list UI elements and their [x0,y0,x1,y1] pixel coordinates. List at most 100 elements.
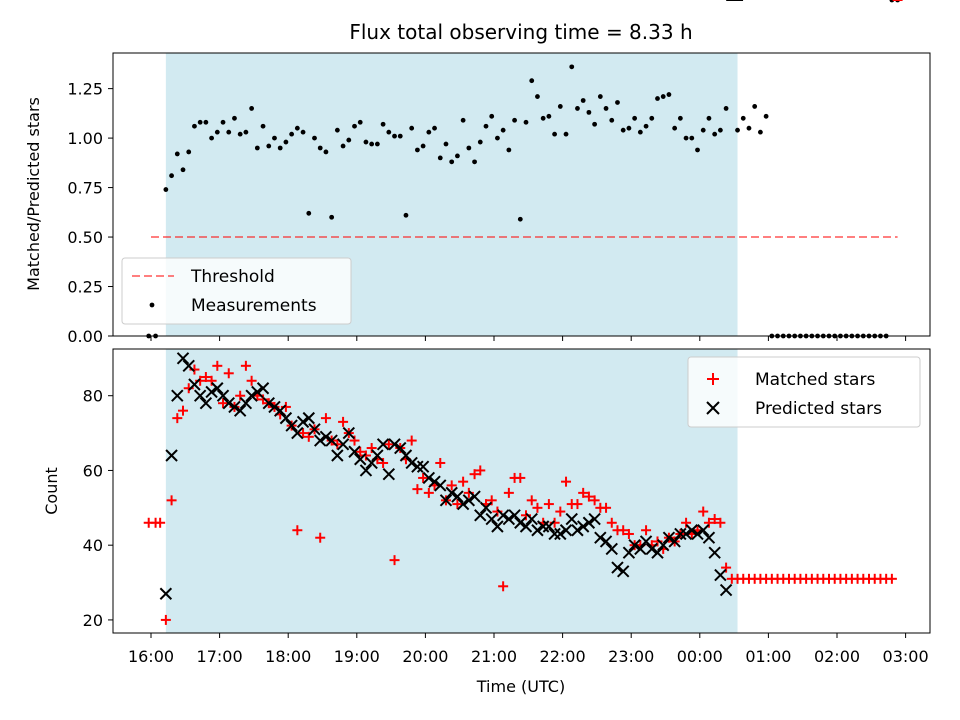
matched-stars-point [303,431,314,442]
measurements-point [312,135,317,141]
cross-stroke-b [193,389,207,402]
measurements-point [632,115,638,121]
measurements-point [597,94,603,99]
predicted-stars-point [531,524,544,537]
predicted-stars-point [296,415,310,429]
y-tick-label: 1.00 [67,129,103,148]
matched-stars-point [223,368,234,379]
predicted-stars-point [251,385,264,399]
matched-stars-point [589,495,600,506]
measurements-point [512,117,517,123]
x-tick-label: 03:00 [883,647,929,666]
cross-stroke-b [336,438,350,451]
measurements-point [460,117,466,123]
cross-stroke-b [554,527,567,541]
measurements-point [306,210,312,216]
cross-stroke-b [542,520,556,533]
measurements-point [317,145,323,151]
predicted-stars-point [422,471,436,485]
predicted-stars-point [702,531,716,544]
measurements-point [272,135,277,141]
measurements-point [717,127,723,133]
x-tick-label: 16:00 [128,647,174,666]
measurements-point [403,212,409,218]
predicted-stars-point [691,527,704,541]
predicted-stars-point [496,509,510,522]
predicted-stars-point [474,509,487,522]
predicted-stars-point [605,542,618,556]
matched-stars-point [572,499,583,510]
predicted-stars-point [548,527,561,541]
x-tick-label: 18:00 [265,647,311,666]
predicted-stars-point [651,546,664,559]
predicted-stars-point [697,524,710,537]
predicted-stars-point [571,524,584,537]
predicted-stars-point [285,419,298,432]
cross-stroke-b [376,438,390,451]
predicted-stars-point [233,404,247,417]
predicted-stars-point [657,538,670,552]
cross-stroke-b [188,378,201,391]
predicted-legend-label: Predicted stars [755,399,882,419]
matched-stars-point [703,517,714,528]
cross-stroke-b [422,471,436,485]
measurements-point [455,153,460,159]
measurements-point [495,135,500,141]
x-tick-label: 20:00 [402,647,448,666]
cross-stroke-b [325,434,338,447]
predicted-stars-point [182,359,195,373]
measurements-point [677,115,683,121]
bottom-legend: Matched stars Predicted stars [687,356,921,428]
cross-stroke-b [451,490,464,503]
measurements-point [237,131,243,137]
matched-stars-point [543,499,554,510]
predicted-stars-point [199,396,213,410]
predicted-stars-point [165,449,178,462]
y-tick-label: 80 [83,387,103,406]
cross-stroke-b [314,434,327,447]
predicted-legend-swatch [706,401,720,415]
measurements-point [277,145,283,151]
predicted-stars-point [291,426,304,440]
cross-stroke-b [594,531,607,544]
measurements-point [757,129,763,135]
predicted-stars-point [348,445,361,458]
predicted-stars-point [514,516,527,529]
predicted-stars-point [519,520,533,533]
predicted-stars-point [599,535,613,548]
cross-stroke-b [611,561,624,574]
matched-stars-point [601,502,612,513]
matched-stars-point [235,390,246,401]
matched-stars-point [292,525,303,536]
cross-stroke-b [565,512,578,526]
cross-stroke-b [359,464,373,477]
predicted-stars-point [428,475,441,488]
bottom-plot-area [143,0,903,625]
cross-stroke-b [291,426,304,440]
measurements-point [523,119,529,125]
predicted-stars-point [176,352,190,365]
matched-stars-point [698,506,709,517]
cross-stroke-b [491,520,504,533]
y-tick-label: 0.00 [67,327,103,346]
cross-stroke-b [474,509,487,522]
x-tick-label: 00:00 [677,647,723,666]
predicted-stars-point [485,512,498,526]
predicted-stars-point [479,501,493,515]
predicted-stars-point [468,490,481,503]
measurements-point [489,113,495,119]
matched-stars-point [618,525,629,536]
predicted-stars-point [188,378,201,391]
cross-stroke-b [382,467,396,481]
cross-stroke-b [394,441,407,455]
matched-stars-point [681,517,692,528]
matched-stars-point [452,499,463,510]
x-tick-label: 22:00 [540,647,586,666]
matched-stars-point [498,581,509,592]
measurements-point [294,125,300,131]
cross-stroke-b [508,509,521,522]
predicted-stars-point [399,449,413,462]
cross-stroke-b [239,396,253,410]
measurements-point [683,135,689,141]
cross-stroke-b [439,494,453,507]
